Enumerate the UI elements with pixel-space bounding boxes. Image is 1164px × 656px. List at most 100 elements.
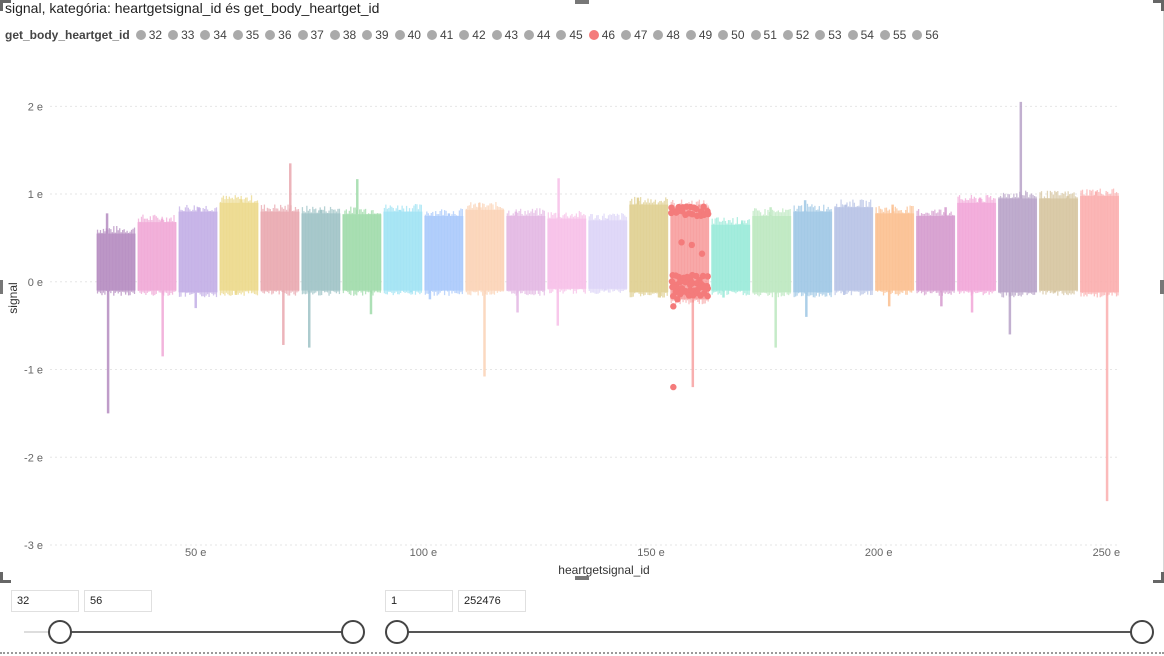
legend-item-label: 35 [245, 28, 260, 42]
legend-dot-icon [135, 30, 146, 40]
slider-track-left[interactable] [60, 631, 352, 633]
legend-item-52[interactable]: 52 [782, 28, 810, 42]
highlight-point [689, 210, 696, 218]
highlight-point [678, 239, 685, 246]
legend-dot-icon [459, 30, 470, 40]
legend-dot-icon [912, 30, 923, 40]
x-axis-label: heartgetsignal_id [558, 563, 649, 577]
resize-handle-left[interactable] [0, 280, 3, 294]
slider-left-min-handle[interactable] [48, 620, 72, 644]
x-tick-label: 100 e [410, 547, 438, 559]
legend-item-label: 45 [569, 28, 583, 42]
slider-right-max-handle[interactable] [1130, 620, 1154, 644]
legend-dot-icon [685, 30, 696, 40]
legend-item-55[interactable]: 55 [879, 28, 906, 42]
highlight-point [670, 303, 677, 310]
legend-title: get_body_heartget_id [5, 28, 130, 42]
legend-item-33[interactable]: 33 [168, 28, 194, 42]
legend-item-label: 50 [731, 28, 745, 42]
slider-track-right[interactable] [397, 631, 1142, 633]
legend-item-label: 32 [148, 28, 163, 42]
legend-item-49[interactable]: 49 [685, 28, 712, 42]
legend-item-35[interactable]: 35 [232, 28, 260, 42]
legend-item-43[interactable]: 43 [491, 28, 518, 42]
legend-item-label: 42 [472, 28, 486, 42]
legend-item-48[interactable]: 48 [653, 28, 680, 42]
legend-item-label: 37 [310, 28, 324, 42]
legend-item-label: 36 [278, 28, 292, 42]
legend-dot-icon [879, 30, 890, 40]
legend-item-36[interactable]: 36 [265, 28, 292, 42]
range-slicer-body-id[interactable] [0, 590, 380, 650]
resize-handle-bottom[interactable] [575, 576, 589, 580]
legend-item-47[interactable]: 47 [621, 28, 647, 42]
slider-left-max-handle[interactable] [341, 620, 365, 644]
legend-item-label: 33 [181, 28, 195, 42]
highlight-point [688, 241, 695, 249]
legend-dot-icon [815, 30, 826, 40]
legend-item-51[interactable]: 51 [750, 28, 777, 42]
legend-item-32[interactable]: 32 [135, 28, 163, 42]
legend-item-label: 56 [925, 28, 939, 42]
highlight-point [668, 209, 675, 217]
corner-handle-tr[interactable] [1153, 0, 1164, 11]
legend-item-41[interactable]: 41 [426, 28, 453, 42]
slicer-right-min-input[interactable] [385, 590, 453, 612]
y-tick-label: 2 e [28, 101, 43, 113]
highlight-point [698, 250, 706, 257]
highlight-point [678, 289, 685, 296]
legend-item-label: 54 [860, 28, 874, 42]
range-slicer-signal-id[interactable] [380, 590, 1164, 650]
legend-item-53[interactable]: 53 [815, 28, 842, 42]
legend-item-label: 53 [828, 28, 842, 42]
legend-item-label: 46 [601, 28, 616, 42]
corner-handle-br[interactable] [1153, 572, 1164, 583]
legend-item-40[interactable]: 40 [394, 28, 421, 42]
highlight-point [704, 285, 712, 292]
legend-dot-icon [362, 30, 373, 40]
highlight-point [699, 272, 707, 280]
legend-dot-icon [524, 30, 535, 40]
legend-items: 32 33 34 35 36 37 38 39 40 41 42 43 44 45 46 47 48 49 50 51… [135, 28, 945, 42]
slicer-right-max-input[interactable] [458, 590, 526, 612]
legend-dot-icon [200, 30, 211, 40]
y-tick-label: -3 e [24, 540, 43, 552]
highlight-point [674, 296, 681, 303]
legend-item-44[interactable]: 44 [524, 28, 550, 42]
legend-item-37[interactable]: 37 [297, 28, 324, 42]
highlight-point [700, 203, 707, 210]
resize-handle-right[interactable] [1160, 280, 1164, 294]
legend-item-45[interactable]: 45 [556, 28, 583, 42]
legend-dot-icon [394, 30, 405, 40]
legend-dot-icon [653, 30, 664, 40]
y-tick-label: 0 e [28, 277, 43, 289]
y-tick-label: -1 e [24, 365, 43, 377]
scatter-chart[interactable]: 2 e 1 e 0 e -1 e -2 e -3 e 50 e 100 e 150 e 200 e… [0, 0, 1160, 580]
legend-item-34[interactable]: 34 [200, 28, 227, 42]
slicer-left-max-input[interactable] [84, 590, 152, 612]
highlight-point [692, 205, 700, 213]
x-tick-label: 150 e [637, 547, 665, 559]
legend-dot-icon [329, 30, 340, 40]
legend-item-38[interactable]: 38 [329, 28, 356, 42]
page-bottom-border [0, 652, 1164, 654]
legend-item-54[interactable]: 54 [847, 28, 874, 42]
highlight-point [704, 273, 711, 280]
resize-handle-top[interactable] [575, 0, 589, 4]
highlight-point [704, 292, 711, 300]
legend-item-label: 52 [795, 28, 810, 42]
legend-item-56[interactable]: 56 [912, 28, 939, 42]
x-tick-label: 200 e [865, 547, 893, 559]
scatter-visual[interactable]: signal, kategória: heartgetsignal_id és … [0, 0, 1164, 583]
corner-handle-bl[interactable] [0, 572, 11, 583]
slicer-left-min-input[interactable] [11, 590, 79, 612]
legend-item-42[interactable]: 42 [459, 28, 486, 42]
slider-right-min-handle[interactable] [385, 620, 409, 644]
legend-item-46[interactable]: 46 [588, 28, 616, 42]
legend-item-label: 48 [666, 28, 680, 42]
legend-dot-icon [588, 30, 599, 40]
legend-item-50[interactable]: 50 [718, 28, 745, 42]
legend-item-39[interactable]: 39 [362, 28, 389, 42]
highlight-point [704, 210, 712, 218]
corner-handle-tl[interactable] [0, 0, 11, 11]
